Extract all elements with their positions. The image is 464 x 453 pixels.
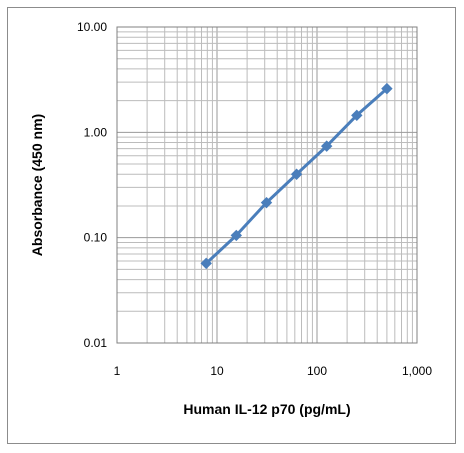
chart-frame	[7, 7, 456, 444]
x-tick-label: 100	[307, 364, 327, 378]
y-tick-label: 1.00	[84, 125, 108, 139]
x-axis-title: Human IL-12 p70 (pg/mL)	[183, 401, 350, 417]
y-tick-label: 0.10	[84, 231, 108, 245]
data-point	[351, 109, 363, 122]
data-point	[230, 229, 243, 242]
plot-area-border	[116, 26, 418, 344]
data-point	[381, 82, 393, 95]
y-tick-labels: 0.01 0.10 1.00 10.00	[77, 20, 107, 350]
x-tick-label: 1,000	[402, 364, 432, 378]
data-point	[320, 140, 333, 152]
x-tick-label: 1	[114, 364, 121, 378]
data-point	[200, 257, 212, 270]
y-tick-label: 0.01	[84, 336, 108, 350]
y-axis-title: Absorbance (450 nm)	[29, 114, 45, 256]
y-tick-label: 10.00	[77, 20, 107, 34]
data-point	[290, 168, 303, 180]
series	[200, 82, 393, 270]
x-tick-labels: 1 10 100 1,000	[114, 364, 433, 378]
x-tick-label: 10	[210, 364, 224, 378]
grid	[116, 27, 417, 344]
data-point	[260, 196, 273, 209]
